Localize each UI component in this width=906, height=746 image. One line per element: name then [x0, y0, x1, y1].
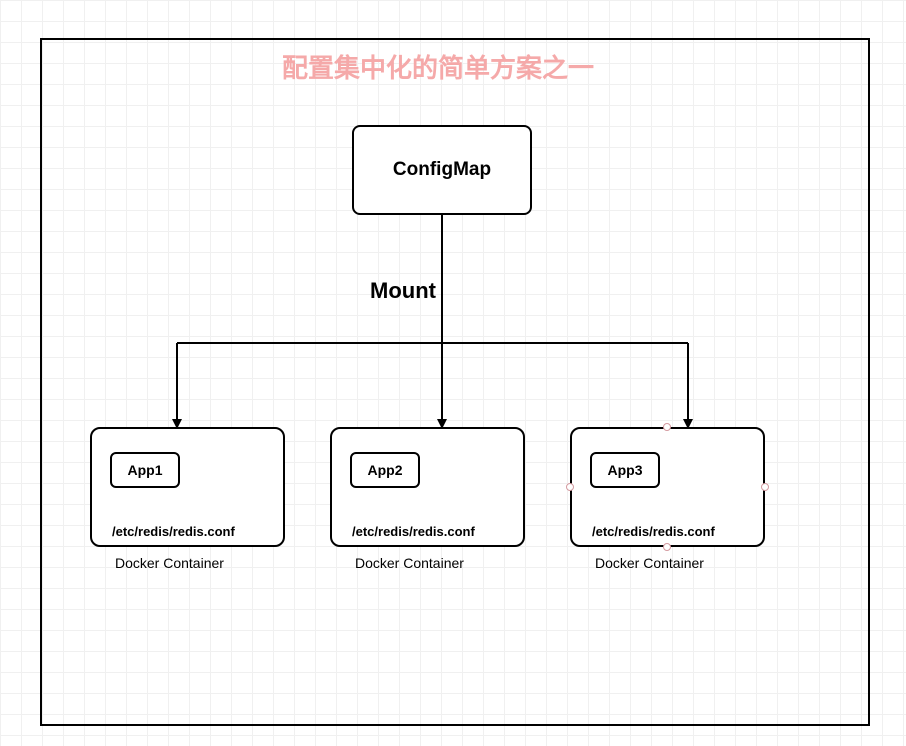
app-node[interactable]: App3 — [590, 452, 660, 488]
container-caption: Docker Container — [355, 555, 464, 571]
selection-handle[interactable] — [566, 483, 574, 491]
app-label: App3 — [608, 462, 643, 478]
app-label: App1 — [128, 462, 163, 478]
diagram-title: 配置集中化的简单方案之一 — [282, 48, 594, 85]
selection-handle[interactable] — [663, 423, 671, 431]
config-path-text: /etc/redis/redis.conf — [592, 524, 715, 539]
selection-handle[interactable] — [761, 483, 769, 491]
config-path-text: /etc/redis/redis.conf — [352, 524, 475, 539]
app-node[interactable]: App1 — [110, 452, 180, 488]
config-path-text: /etc/redis/redis.conf — [112, 524, 235, 539]
app-node[interactable]: App2 — [350, 452, 420, 488]
container-caption: Docker Container — [115, 555, 224, 571]
app-label: App2 — [368, 462, 403, 478]
mount-label: Mount — [370, 278, 436, 304]
container-caption: Docker Container — [595, 555, 704, 571]
configmap-node[interactable]: ConfigMap — [352, 125, 532, 215]
selection-handle[interactable] — [663, 543, 671, 551]
configmap-label: ConfigMap — [393, 159, 491, 181]
